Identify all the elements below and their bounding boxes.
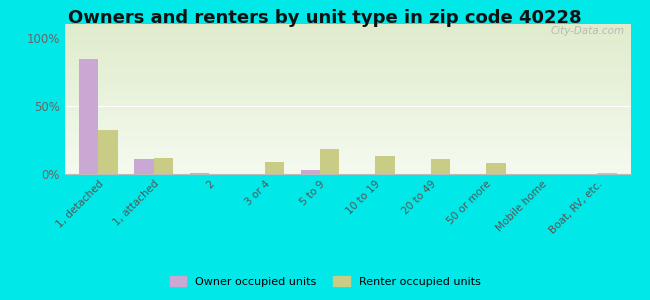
Bar: [486, 163, 506, 174]
Bar: [320, 149, 339, 174]
Bar: [79, 59, 98, 174]
Bar: [190, 173, 209, 174]
Text: Owners and renters by unit type in zip code 40228: Owners and renters by unit type in zip c…: [68, 9, 582, 27]
Text: City-Data.com: City-Data.com: [551, 26, 625, 35]
Bar: [135, 159, 153, 174]
Legend: Owner occupied units, Renter occupied units: Owner occupied units, Renter occupied un…: [165, 272, 485, 291]
Bar: [376, 156, 395, 174]
Bar: [431, 159, 450, 174]
Bar: [265, 162, 284, 174]
Bar: [597, 172, 617, 174]
Bar: [301, 170, 320, 174]
Bar: [98, 130, 118, 174]
Bar: [153, 158, 173, 174]
